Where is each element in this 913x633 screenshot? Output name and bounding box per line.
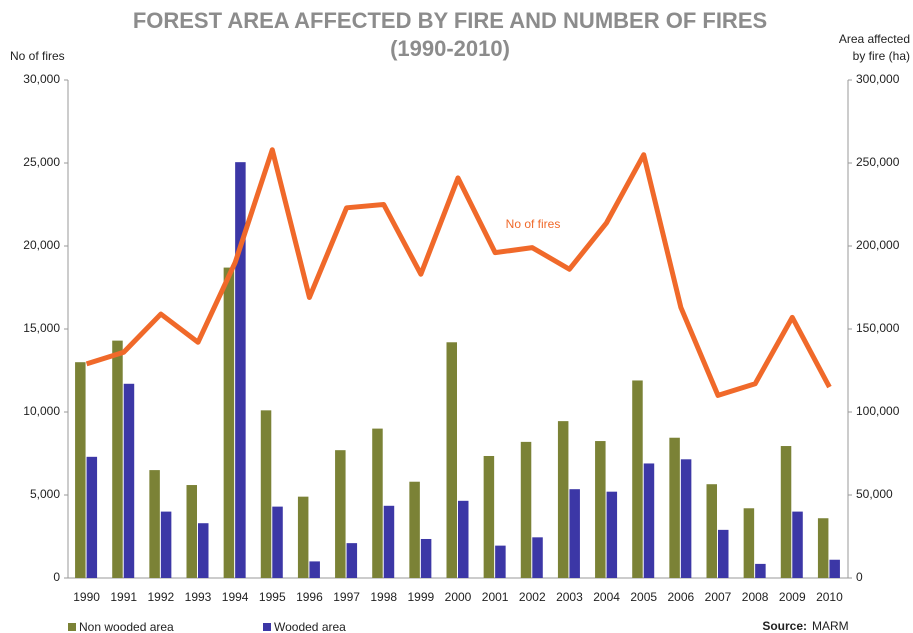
bar bbox=[817, 518, 829, 578]
y-tick-label: 15,000 bbox=[23, 321, 60, 335]
x-tick-label: 2003 bbox=[556, 590, 583, 604]
x-tick-label: 2009 bbox=[779, 590, 806, 604]
x-tick-label: 2001 bbox=[482, 590, 509, 604]
bar bbox=[829, 559, 840, 578]
y-tick-label: 0 bbox=[53, 570, 60, 584]
bar bbox=[446, 342, 457, 578]
bar bbox=[223, 267, 235, 578]
legend-label: Wooded area bbox=[274, 620, 346, 633]
source: MARM bbox=[812, 619, 849, 633]
bar bbox=[569, 489, 580, 578]
bar bbox=[235, 162, 246, 579]
x-tick-label: 1996 bbox=[296, 590, 323, 604]
y2-tick-label: 0 bbox=[856, 570, 863, 584]
bar bbox=[149, 470, 160, 578]
bar bbox=[86, 456, 98, 578]
bar bbox=[780, 446, 792, 578]
bar bbox=[309, 561, 320, 578]
y2-tick-label: 150,000 bbox=[856, 321, 900, 335]
bar bbox=[718, 529, 729, 578]
bar bbox=[260, 410, 272, 578]
bar bbox=[75, 362, 86, 578]
bar bbox=[557, 421, 569, 578]
line-annotation: No of fires bbox=[506, 217, 561, 231]
bar bbox=[595, 441, 606, 578]
y-tick-label: 25,000 bbox=[23, 155, 60, 169]
bar bbox=[520, 441, 532, 578]
bar bbox=[495, 545, 506, 578]
y2-tick-label: 300,000 bbox=[856, 72, 900, 86]
bar bbox=[160, 511, 172, 578]
bar bbox=[706, 484, 717, 578]
bar bbox=[198, 523, 209, 578]
line bbox=[85, 147, 832, 398]
legend-swatch bbox=[68, 623, 76, 631]
x-tick-label: 2010 bbox=[816, 590, 843, 604]
x-tick-label: 2006 bbox=[668, 590, 695, 604]
bar bbox=[792, 511, 803, 578]
x-tick-label: 1991 bbox=[110, 590, 137, 604]
bar bbox=[632, 380, 643, 578]
x-tick-label: 2004 bbox=[593, 590, 620, 604]
bar bbox=[346, 543, 358, 578]
chart-subtitle: (1990-2010) bbox=[390, 36, 510, 61]
y2-axis-label: by fire (ha) bbox=[853, 49, 910, 63]
bar bbox=[755, 563, 766, 578]
bar bbox=[383, 505, 395, 578]
legend-label: Non wooded area bbox=[79, 620, 174, 633]
chart-title: FOREST AREA AFFECTED BY FIRE AND NUMBER … bbox=[133, 8, 767, 33]
bar bbox=[743, 508, 755, 578]
x-tick-label: 2002 bbox=[519, 590, 546, 604]
x-tick-label: 1993 bbox=[185, 590, 212, 604]
bar bbox=[458, 500, 469, 578]
bar bbox=[409, 481, 420, 578]
bar bbox=[297, 496, 309, 578]
y2-tick-label: 50,000 bbox=[856, 487, 893, 501]
bar bbox=[123, 383, 135, 578]
bar bbox=[643, 463, 655, 578]
y2-tick-label: 200,000 bbox=[856, 238, 900, 252]
y-tick-label: 10,000 bbox=[23, 404, 60, 418]
x-tick-label: 2008 bbox=[742, 590, 769, 604]
y-axis-label: No of fires bbox=[10, 49, 65, 63]
x-tick-label: 1994 bbox=[222, 590, 249, 604]
bar bbox=[532, 537, 543, 578]
x-tick-label: 1995 bbox=[259, 590, 286, 604]
bar bbox=[272, 506, 283, 578]
x-tick-label: 1998 bbox=[370, 590, 397, 604]
y-tick-label: 20,000 bbox=[23, 238, 60, 252]
y-tick-label: 5,000 bbox=[30, 487, 60, 501]
x-tick-label: 1992 bbox=[148, 590, 175, 604]
bar bbox=[335, 450, 346, 578]
bar bbox=[186, 485, 197, 578]
bar bbox=[483, 455, 495, 578]
source-label: Source: bbox=[762, 619, 807, 633]
x-tick-label: 1997 bbox=[333, 590, 360, 604]
y-tick-label: 30,000 bbox=[23, 72, 60, 86]
bar bbox=[680, 459, 692, 578]
x-tick-label: 1990 bbox=[73, 590, 100, 604]
x-tick-label: 2007 bbox=[705, 590, 732, 604]
y2-tick-label: 250,000 bbox=[856, 155, 900, 169]
legend-swatch bbox=[263, 623, 271, 631]
bar bbox=[669, 437, 680, 578]
x-tick-label: 1999 bbox=[408, 590, 435, 604]
bar bbox=[372, 428, 383, 578]
x-tick-label: 2005 bbox=[630, 590, 657, 604]
y2-axis-label: Area affected bbox=[839, 32, 910, 46]
bar bbox=[112, 340, 123, 578]
bar bbox=[606, 491, 618, 578]
bar bbox=[420, 538, 432, 578]
y2-tick-label: 100,000 bbox=[856, 404, 900, 418]
x-tick-label: 2000 bbox=[445, 590, 472, 604]
